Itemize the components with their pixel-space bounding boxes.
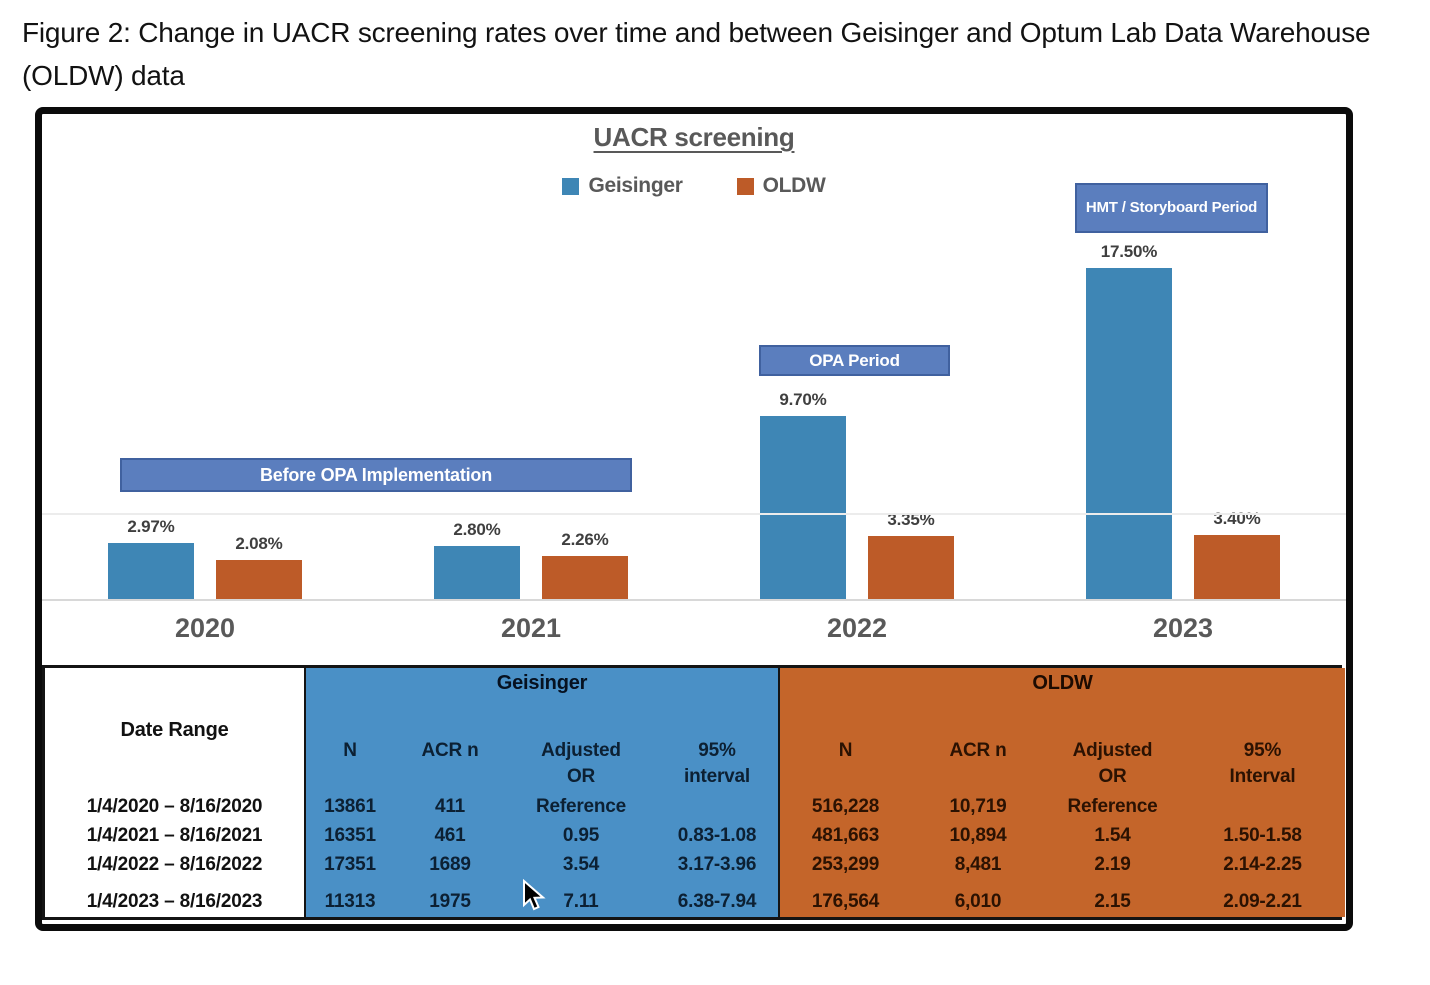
col-header-geisinger-adjusted-or: Adjusted OR [506, 698, 656, 792]
cell-geisinger-r2c2: 461 [394, 821, 506, 850]
bar-oldw-2021 [542, 556, 628, 599]
banner-before-opa-implementation: Before OPA Implementation [120, 458, 632, 492]
oldw-column-2021: 2.26% [542, 530, 628, 599]
cell-oldw-r2c3: 1.54 [1045, 821, 1180, 850]
bar-geisinger-2021 [434, 546, 520, 599]
bar-group-2023: 17.50% 3.40% [1020, 242, 1346, 599]
cell-geisinger-r3c4: 3.17-3.96 [656, 850, 778, 879]
section-header-oldw: OLDW [778, 668, 1345, 698]
banner-opa-period: OPA Period [759, 345, 950, 376]
banner-hmt-storyboard-period: HMT / Storyboard Period [1075, 183, 1268, 233]
cell-geisinger-r4c4: 6.38-7.94 [656, 879, 778, 917]
col-header-oldw-adjusted-or: Adjusted OR [1045, 698, 1180, 792]
col-header-oldw-95-interval: 95% Interval [1180, 698, 1345, 792]
cell-geisinger-r1c2: 411 [394, 792, 506, 821]
geisinger-column-2020: 2.97% [108, 517, 194, 599]
col-header-oldw-n: N [778, 698, 911, 792]
legend-item-oldw: OLDW [736, 174, 826, 198]
bar-geisinger-2020 [108, 543, 194, 599]
cell-oldw-r1c1: 516,228 [778, 792, 911, 821]
cell-oldw-r4c3: 2.15 [1045, 879, 1180, 917]
geisinger-column-2023: 17.50% [1086, 242, 1172, 599]
cell-oldw-r1c4 [1180, 792, 1345, 821]
date-range-header-cell: Date Range [45, 668, 306, 792]
cell-oldw-r4c2: 6,010 [911, 879, 1045, 917]
figure-frame: UACR screening Geisinger OLDW 2.97% 2.08%… [35, 107, 1353, 931]
cell-oldw-r2c4: 1.50-1.58 [1180, 821, 1345, 850]
chart-title: UACR screening [593, 122, 795, 152]
cell-geisinger-r4c1: 11313 [306, 879, 394, 917]
data-table: Date Range Geisinger OLDW N ACR n Adjust… [42, 665, 1345, 920]
axis-label-2023: 2023 [1152, 613, 1214, 643]
axis-label-2022: 2022 [826, 613, 888, 643]
cell-date-range-row2: 1/4/2021 – 8/16/2021 [45, 821, 306, 850]
bar-value-label-geisinger-2023: 17.50% [1100, 242, 1158, 261]
cell-oldw-r2c1: 481,663 [778, 821, 911, 850]
cell-geisinger-r3c2: 1689 [394, 850, 506, 879]
axis-label-2021: 2021 [500, 613, 562, 643]
col-header-geisinger-95-interval: 95% interval [656, 698, 778, 792]
oldw-column-2022: 3.35% [868, 510, 954, 599]
bar-value-label-oldw-2020: 2.08% [235, 534, 283, 553]
cell-geisinger-r2c1: 16351 [306, 821, 394, 850]
axis-label-2020: 2020 [174, 613, 236, 643]
geisinger-column-2022: 9.70% [760, 390, 846, 599]
bar-value-label-geisinger-2021: 2.80% [453, 520, 501, 539]
col-header-geisinger-n: N [306, 698, 394, 792]
page-title: Figure 2: Change in UACR screening rates… [22, 17, 1371, 91]
legend-label-oldw: OLDW [762, 174, 826, 197]
oldw-column-2023: 3.40% [1194, 509, 1280, 599]
legend-label-geisinger: Geisinger [588, 174, 683, 197]
cell-oldw-r4c4: 2.09-2.21 [1180, 879, 1345, 917]
cell-geisinger-r1c3: Reference [506, 792, 656, 821]
cell-geisinger-r4c2: 1975 [394, 879, 506, 917]
plot-area: 2.97% 2.08% 2.80% 2.26% 9.70% 3.35% 17.50% 3.40… [42, 114, 1346, 601]
cell-oldw-r2c2: 10,894 [911, 821, 1045, 850]
cell-oldw-r3c4: 2.14-2.25 [1180, 850, 1345, 879]
mouse-cursor [523, 879, 546, 911]
oldw-column-2020: 2.08% [216, 534, 302, 599]
cell-oldw-r4c1: 176,564 [778, 879, 911, 917]
oldw-swatch-icon [736, 177, 754, 195]
cell-geisinger-r2c3: 0.95 [506, 821, 656, 850]
bar-oldw-2023 [1194, 535, 1280, 599]
bar-group-2021: 2.80% 2.26% [368, 520, 694, 599]
cell-date-range-row1: 1/4/2020 – 8/16/2020 [45, 792, 306, 821]
col-header-oldw-acr-n: ACR n [911, 698, 1045, 792]
gridline [42, 513, 1346, 515]
cell-oldw-r3c2: 8,481 [911, 850, 1045, 879]
bar-value-label-geisinger-2020: 2.97% [127, 517, 175, 536]
cell-oldw-r3c3: 2.19 [1045, 850, 1180, 879]
col-header-geisinger-acr-n: ACR n [394, 698, 506, 792]
bar-geisinger-2022 [760, 416, 846, 599]
bar-value-label-oldw-2021: 2.26% [561, 530, 609, 549]
cell-geisinger-r1c1: 13861 [306, 792, 394, 821]
bar-group-2020: 2.97% 2.08% [42, 517, 368, 599]
cell-oldw-r1c3: Reference [1045, 792, 1180, 821]
cell-date-range-row4: 1/4/2023 – 8/16/2023 [45, 879, 306, 917]
cell-date-range-row3: 1/4/2022 – 8/16/2022 [45, 850, 306, 879]
chart-region: UACR screening Geisinger OLDW 2.97% 2.08%… [42, 114, 1346, 651]
cell-geisinger-r3c1: 17351 [306, 850, 394, 879]
cell-geisinger-r2c4: 0.83-1.08 [656, 821, 778, 850]
legend-item-geisinger: Geisinger [562, 174, 683, 198]
cell-geisinger-r3c3: 3.54 [506, 850, 656, 879]
cell-oldw-r1c2: 10,719 [911, 792, 1045, 821]
bar-oldw-2022 [868, 536, 954, 599]
bar-oldw-2020 [216, 560, 302, 599]
bar-geisinger-2023 [1086, 268, 1172, 599]
bar-value-label-oldw-2023: 3.40% [1213, 509, 1261, 528]
section-header-geisinger: Geisinger [306, 668, 778, 698]
geisinger-swatch-icon [562, 177, 580, 195]
chart-legend: Geisinger OLDW [42, 174, 1346, 198]
cell-geisinger-r1c4 [656, 792, 778, 821]
bar-group-2022: 9.70% 3.35% [694, 390, 1020, 599]
bar-value-label-geisinger-2022: 9.70% [779, 390, 827, 409]
x-axis-labels: 2020 2021 2022 2023 [42, 613, 1346, 644]
geisinger-column-2021: 2.80% [434, 520, 520, 599]
cell-oldw-r3c1: 253,299 [778, 850, 911, 879]
